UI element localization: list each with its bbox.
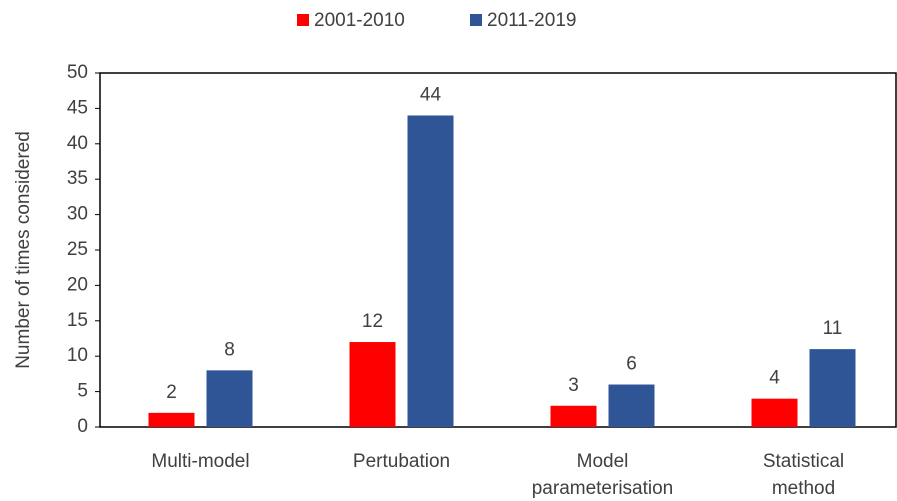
y-tick-label: 20 [67, 274, 88, 295]
y-tick-label: 10 [67, 345, 88, 366]
value-label: 6 [626, 354, 637, 375]
bar [407, 115, 454, 427]
value-label: 44 [420, 84, 442, 105]
bar [550, 405, 597, 427]
y-tick-label: 40 [67, 133, 88, 154]
x-tick-label-line: method [772, 478, 835, 499]
bar [751, 398, 798, 427]
bar [148, 412, 195, 427]
value-label: 4 [769, 368, 780, 389]
y-tick-label: 50 [67, 62, 88, 83]
x-tick-label-line: Statistical [763, 451, 844, 472]
x-tick-label-line: parameterisation [532, 478, 674, 499]
x-tick-label-line: Model [577, 451, 629, 472]
bar [349, 342, 396, 427]
value-label: 2 [166, 382, 177, 403]
y-tick-label: 35 [67, 168, 88, 189]
value-label: 12 [362, 311, 383, 332]
bar [809, 349, 856, 427]
y-tick-label: 25 [67, 239, 88, 260]
legend-swatch [470, 14, 482, 26]
bar [608, 384, 655, 427]
x-tick-label: Pertubation [353, 451, 450, 472]
y-tick-label: 15 [67, 310, 88, 331]
y-tick-label: 0 [77, 416, 88, 437]
bar [206, 370, 253, 427]
value-label: 11 [823, 318, 843, 339]
y-tick-label: 30 [67, 204, 88, 225]
value-label: 3 [568, 375, 579, 396]
legend-label: 2011-2019 [487, 10, 576, 31]
x-tick-label: Multi-model [151, 451, 249, 472]
x-tick-label: Statistical method [763, 451, 844, 499]
legend-swatch [297, 14, 309, 26]
value-label: 8 [224, 339, 235, 360]
y-axis-label: Number of times considered [13, 131, 34, 369]
x-tick-label: Model parameterisation [532, 451, 674, 499]
y-tick-label: 5 [77, 381, 88, 402]
legend-label: 2001-2010 [314, 10, 405, 31]
y-tick-label: 45 [67, 97, 88, 118]
